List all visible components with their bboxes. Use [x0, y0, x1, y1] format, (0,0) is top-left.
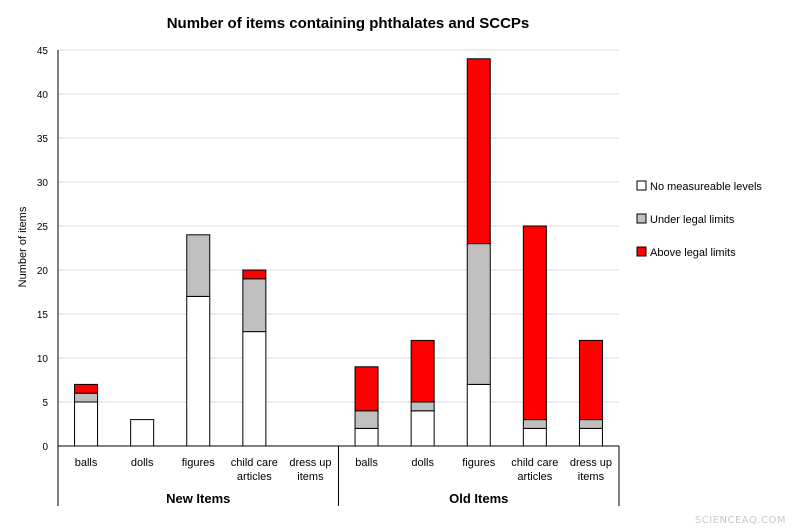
bar-segment-3: [522, 225, 547, 421]
y-tick-label: 30: [37, 178, 49, 189]
legend-swatch-2: [636, 213, 647, 224]
legend-swatch-3: [636, 246, 647, 257]
group-label: Old Items: [449, 491, 508, 506]
bar-segment-1: [354, 427, 379, 447]
bar-segment-2: [354, 410, 379, 429]
chart-title: Number of items containing phthalates an…: [167, 15, 530, 32]
bar-segment-1: [578, 427, 603, 447]
group-label: New Items: [166, 491, 230, 506]
x-tick-label: dress up items: [570, 457, 612, 483]
x-tick-label: child care articles: [231, 457, 278, 483]
gridlines: [58, 49, 619, 403]
bar-segment-1: [130, 419, 155, 447]
bar-segment-1: [466, 383, 491, 447]
bar-segment-2: [242, 278, 267, 333]
bar-segment-3: [466, 58, 491, 245]
bar-segment-2: [410, 401, 435, 412]
y-axis-ticks: 0 5 10 15 20 25 30 35 40 45: [37, 46, 49, 453]
y-tick-label: 40: [37, 90, 49, 101]
y-tick-label: 35: [37, 134, 49, 145]
bars: [74, 58, 603, 447]
x-tick-label: dress up items: [289, 457, 331, 483]
bar-segment-1: [74, 401, 99, 447]
bar-segment-3: [74, 383, 99, 394]
x-tick-label: figures: [182, 457, 216, 469]
group-labels: New Items Old Items: [166, 491, 508, 506]
y-tick-label: 0: [42, 442, 48, 453]
bar-segment-3: [354, 366, 379, 412]
watermark: SCIENCEAQ.COM: [694, 515, 786, 526]
x-tick-label: dolls: [411, 457, 434, 469]
bar-segment-1: [242, 331, 267, 447]
bar-segment-1: [410, 410, 435, 447]
y-tick-label: 15: [37, 310, 49, 321]
legend-label: Above legal limits: [650, 247, 736, 259]
axes: [57, 50, 620, 506]
x-tick-label: balls: [75, 457, 98, 469]
y-axis-label: Number of items: [17, 206, 29, 287]
bar-segment-2: [74, 392, 99, 403]
x-tick-label: child care articles: [511, 457, 558, 483]
y-tick-label: 10: [37, 354, 49, 365]
bar-segment-2: [466, 243, 491, 385]
bar-segment-2: [578, 419, 603, 429]
x-tick-label: balls: [355, 457, 378, 469]
legend-label: No measureable levels: [650, 181, 762, 193]
bar-segment-1: [522, 427, 547, 447]
y-tick-label: 5: [42, 398, 48, 409]
bar-segment-2: [186, 234, 211, 297]
bar-segment-1: [186, 295, 211, 447]
x-axis-labels: balls dolls figures child care articles dress…: [75, 457, 612, 483]
bar-segment-3: [410, 339, 435, 403]
y-tick-label: 25: [37, 222, 49, 233]
y-tick-label: 20: [37, 266, 49, 277]
x-tick-label: dolls: [131, 457, 154, 469]
bar-segment-2: [522, 419, 547, 429]
x-tick-label: figures: [462, 457, 496, 469]
bar-segment-3: [578, 339, 603, 421]
legend-label: Under legal limits: [650, 214, 735, 226]
legend: No measureable levels Under legal limits A…: [636, 180, 762, 259]
y-tick-label: 45: [37, 46, 49, 57]
bar-segment-3: [242, 269, 267, 280]
legend-swatch-1: [636, 180, 647, 191]
